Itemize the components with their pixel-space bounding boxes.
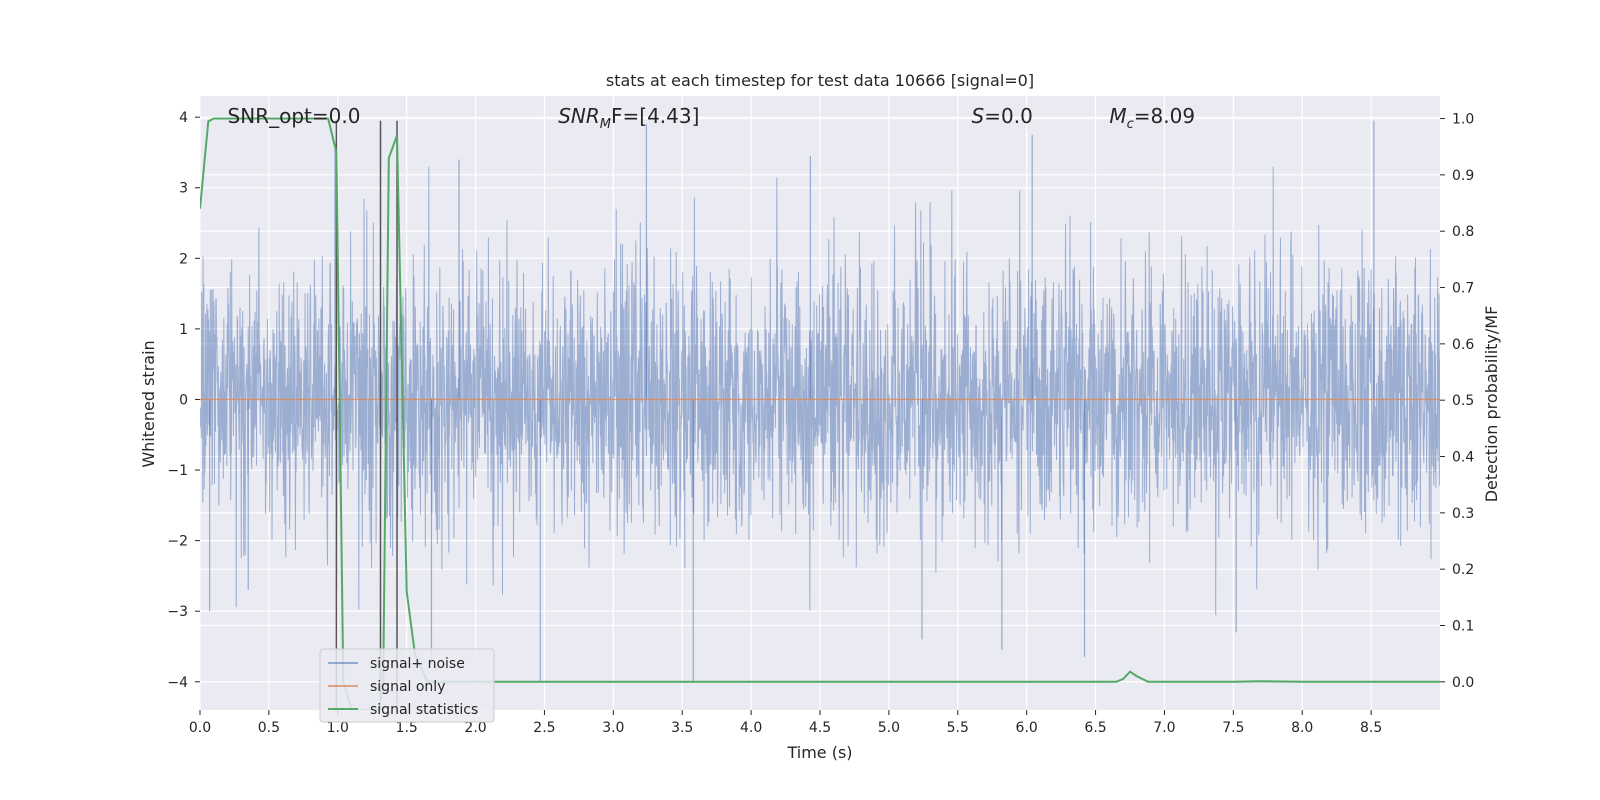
x-tick-label: 4.0 bbox=[740, 720, 762, 736]
y-tick-label: −2 bbox=[167, 534, 188, 550]
annotation-text: S=0.0 bbox=[972, 104, 1033, 128]
x-tick-label: 8.0 bbox=[1291, 720, 1313, 736]
y-right-tick-label: 0.7 bbox=[1452, 281, 1474, 297]
y-tick-label: 3 bbox=[179, 181, 188, 197]
x-tick-label: 2.0 bbox=[464, 720, 486, 736]
annotation-text: Mc=8.09 bbox=[1109, 104, 1195, 132]
y-right-tick-label: 0.1 bbox=[1452, 619, 1474, 635]
x-tick-label: 3.5 bbox=[671, 720, 693, 736]
x-tick-label: 0.0 bbox=[189, 720, 211, 736]
y-right-tick-label: 0.2 bbox=[1452, 562, 1474, 578]
y-tick-label: 4 bbox=[179, 110, 188, 126]
legend-label-signal-noise: signal+ noise bbox=[370, 656, 465, 672]
x-tick-label: 5.0 bbox=[878, 720, 900, 736]
annotation-symbol: SNR bbox=[558, 104, 600, 128]
x-tick-label: 7.5 bbox=[1222, 720, 1244, 736]
annotation-value: =8.09 bbox=[1134, 104, 1195, 128]
y-right-tick-label: 0.9 bbox=[1452, 168, 1474, 184]
y-tick-label: 1 bbox=[179, 322, 188, 338]
y-right-tick-label: 0.6 bbox=[1452, 337, 1474, 353]
y-axis-right-title: Detection probability/MF bbox=[1482, 306, 1501, 503]
y-right-tick-label: 0.0 bbox=[1452, 675, 1474, 691]
legend-box bbox=[319, 648, 495, 723]
annotation-subscript: M bbox=[600, 117, 611, 132]
annotation-symbol: M bbox=[1109, 104, 1126, 128]
annotation-symbol: S bbox=[972, 104, 985, 128]
x-tick-label: 2.5 bbox=[533, 720, 555, 736]
legend-label-signal-only: signal only bbox=[370, 679, 445, 695]
annotation-value: F=[4.43] bbox=[611, 104, 699, 128]
y-tick-label: −4 bbox=[167, 675, 188, 691]
noise-trace bbox=[200, 166, 1440, 616]
y-right-tick-label: 1.0 bbox=[1452, 112, 1474, 128]
x-tick-label: 3.0 bbox=[602, 720, 624, 736]
y-axis-ticks: 4 3 2 1 0 −1 −2 −3 −4 bbox=[167, 110, 200, 691]
x-tick-label: 4.5 bbox=[809, 720, 831, 736]
annotation-text: SNR_opt=0.0 bbox=[228, 104, 361, 128]
legend-label-signal-statistics: signal statistics bbox=[370, 702, 478, 718]
x-tick-label: 8.5 bbox=[1360, 720, 1382, 736]
y-right-tick-label: 0.5 bbox=[1452, 393, 1474, 409]
x-tick-label: 6.0 bbox=[1016, 720, 1038, 736]
x-tick-label: 0.5 bbox=[258, 720, 280, 736]
annotation-value: =0.0 bbox=[984, 104, 1033, 128]
annotation-subscript: c bbox=[1127, 117, 1134, 132]
x-tick-label: 7.0 bbox=[1153, 720, 1175, 736]
x-tick-label: 6.5 bbox=[1084, 720, 1106, 736]
y-right-tick-label: 0.4 bbox=[1452, 450, 1474, 466]
y-tick-label: 0 bbox=[179, 392, 188, 408]
legend: signal+ noise signal only signal statist… bbox=[319, 648, 495, 723]
y-axis-title: Whitened strain bbox=[139, 340, 158, 467]
y-tick-label: −1 bbox=[167, 463, 188, 479]
series-signal-noise bbox=[200, 120, 1440, 682]
y-tick-label: −3 bbox=[167, 604, 188, 620]
x-tick-label: 1.5 bbox=[396, 720, 418, 736]
y-right-tick-label: 0.8 bbox=[1452, 224, 1474, 240]
x-tick-label: 1.0 bbox=[327, 720, 349, 736]
x-axis-title: Time (s) bbox=[786, 743, 852, 762]
annotations: SNR_opt=0.0 SNRMF=[4.43] S=0.0 Mc=8.09 bbox=[228, 104, 1195, 132]
annotation-text: SNRMF=[4.43] bbox=[558, 104, 699, 132]
x-tick-label: 5.5 bbox=[947, 720, 969, 736]
chart-title: stats at each timestep for test data 106… bbox=[606, 71, 1034, 90]
x-axis-ticks: 0.0 0.5 1.0 1.5 2.0 2.5 3.0 3.5 4.0 4.5 5.0 5.5 6.0 6… bbox=[189, 710, 1382, 736]
y-axis-right-ticks: 1.0 0.9 0.8 0.7 0.6 0.5 0.4 0.3 0.2 0.1 0.0 bbox=[1440, 112, 1474, 691]
y-right-tick-label: 0.3 bbox=[1452, 506, 1474, 522]
y-tick-label: 2 bbox=[179, 251, 188, 267]
